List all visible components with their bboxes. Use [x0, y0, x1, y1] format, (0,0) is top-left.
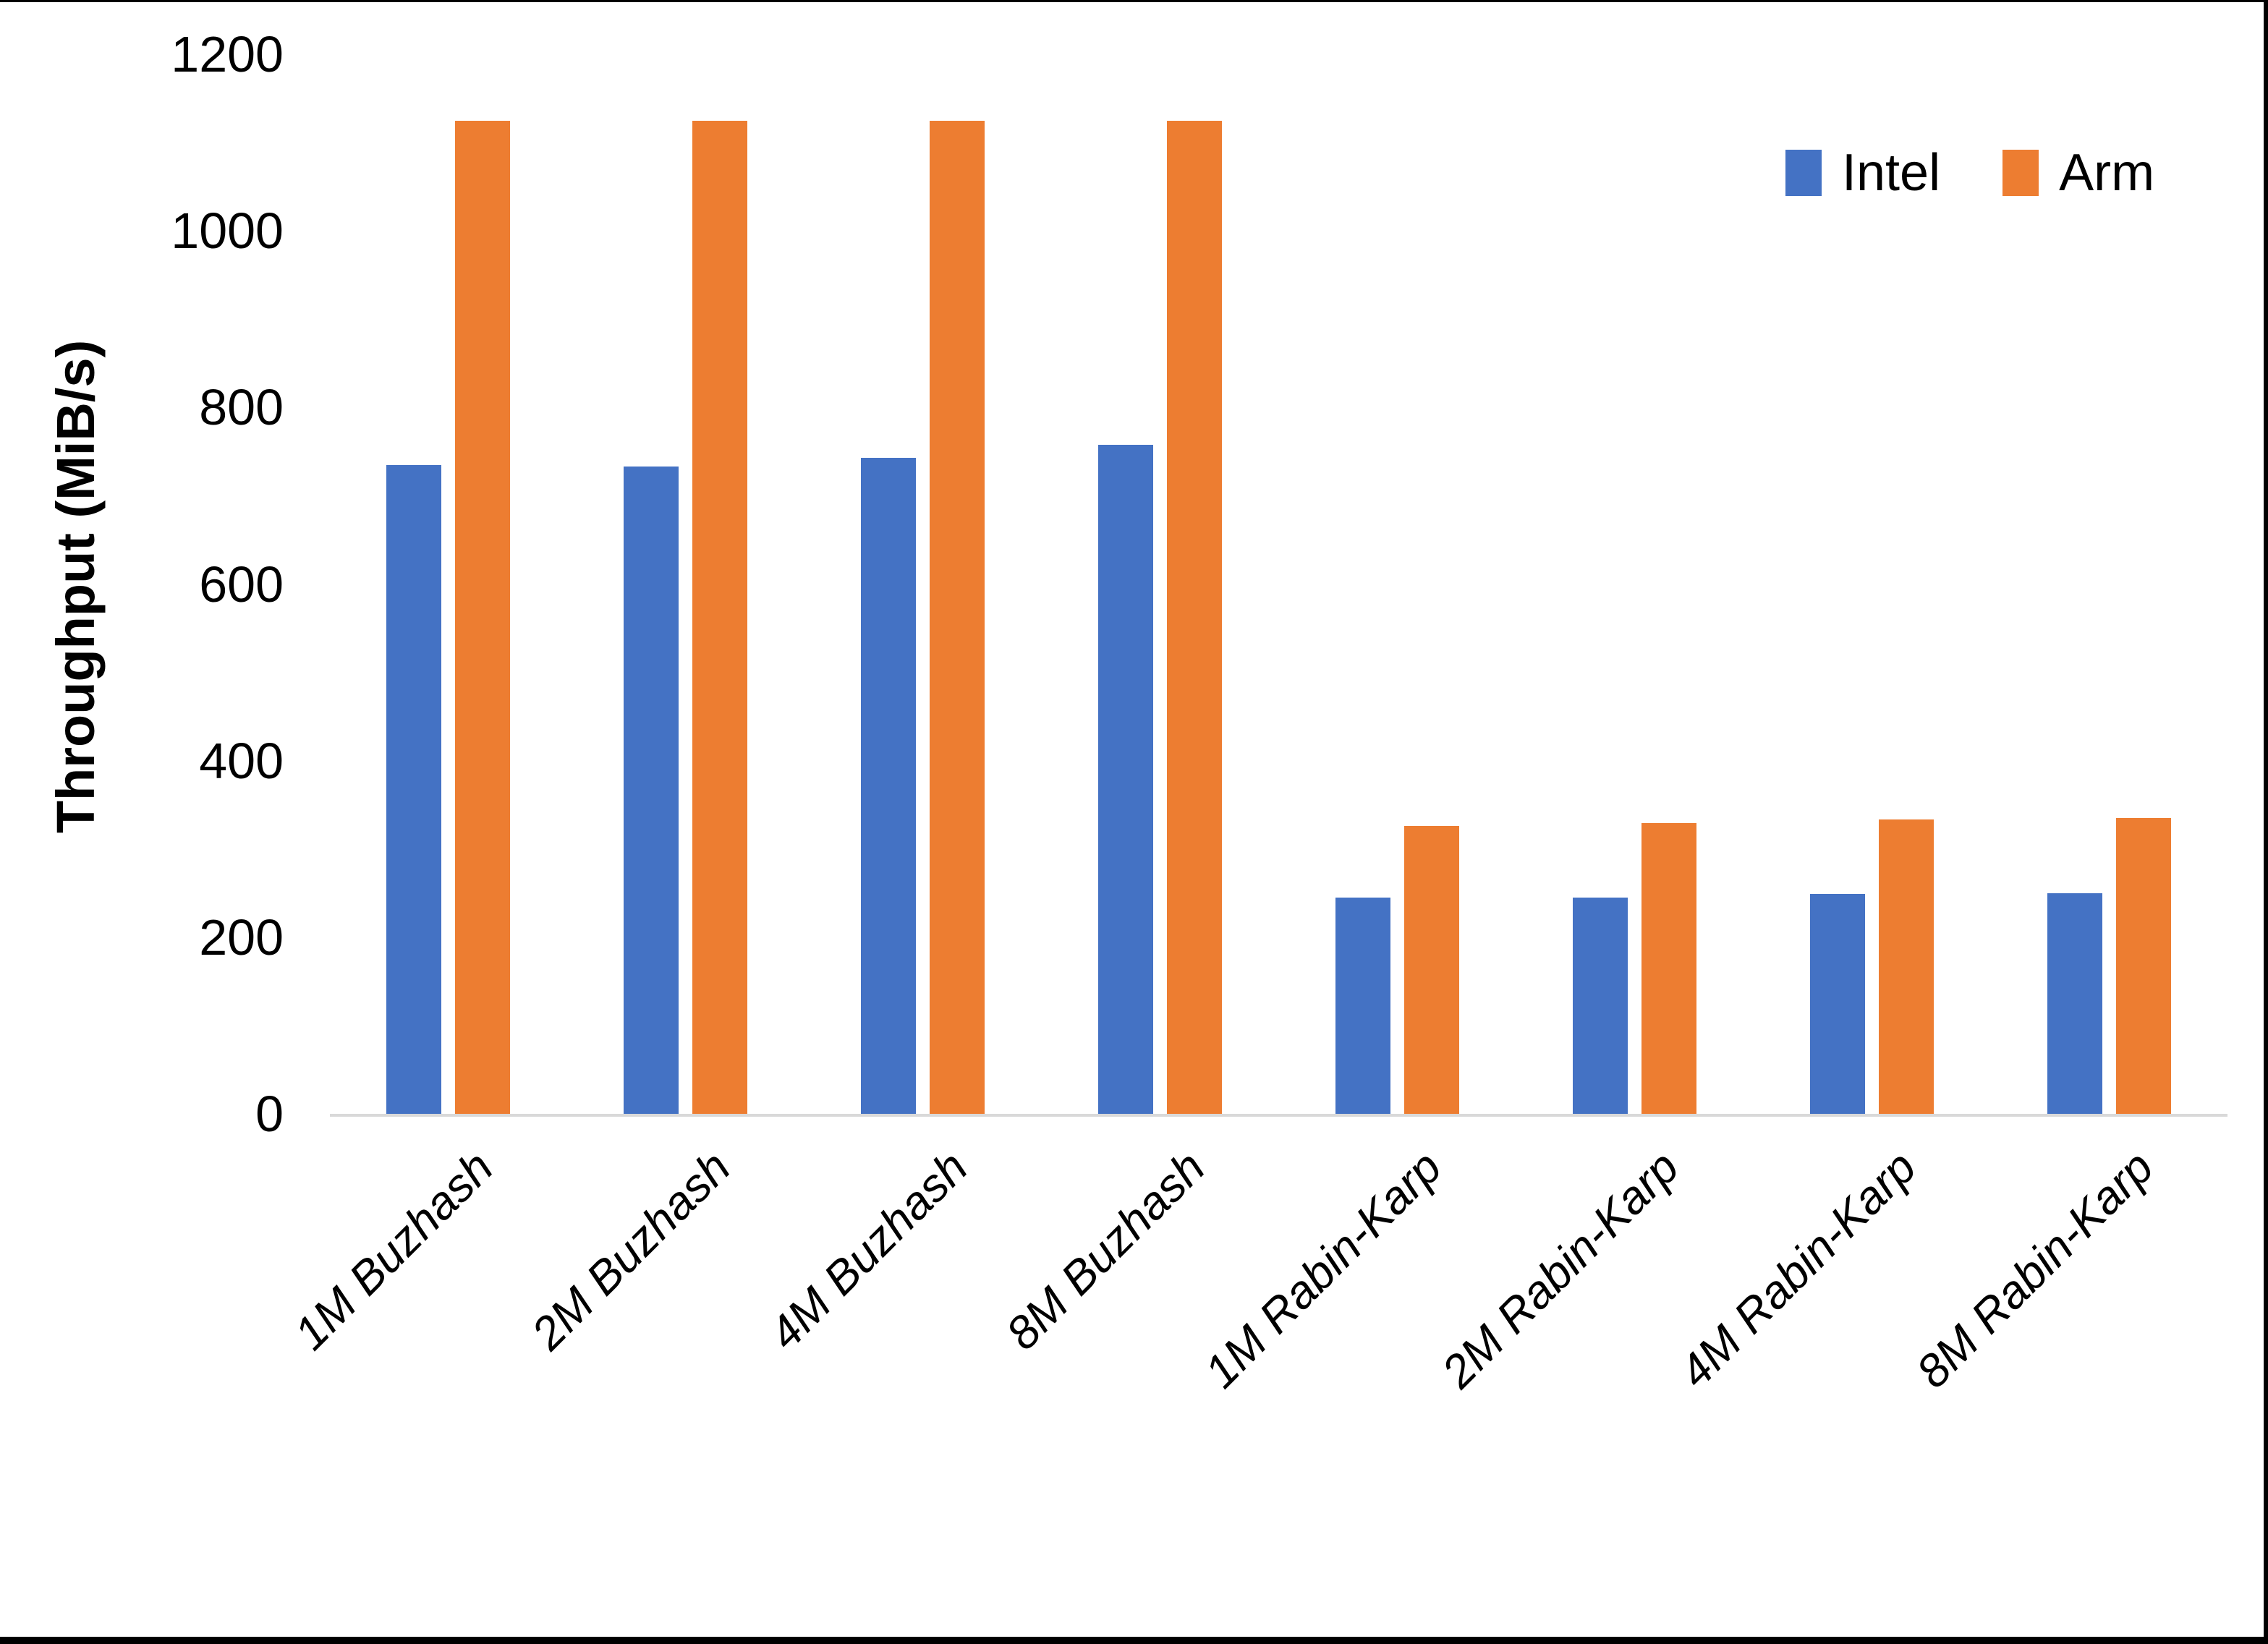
bar-arm-4	[1167, 121, 1222, 1114]
x-category-label: 4M Rabin-Karp	[1669, 1141, 1927, 1398]
y-tick-label: 400	[199, 732, 284, 789]
bar-intel-5	[1335, 898, 1390, 1114]
bar-intel-3	[861, 458, 916, 1114]
legend-label: Arm	[2059, 144, 2155, 202]
bar-arm-3	[930, 121, 985, 1114]
bar-intel-4	[1098, 445, 1153, 1114]
bar-intel-2	[624, 467, 679, 1114]
x-category-label: 8M Buzhash	[995, 1141, 1215, 1360]
x-category-label: 1M Buzhash	[284, 1141, 504, 1360]
bar-intel-8	[2047, 893, 2102, 1114]
bar-arm-5	[1404, 826, 1459, 1114]
x-category-label: 8M Rabin-Karp	[1906, 1141, 2164, 1398]
x-axis-line	[330, 1114, 2227, 1117]
screenshot-right-edge	[2264, 0, 2268, 1644]
x-category-label: 2M Rabin-Karp	[1432, 1141, 1689, 1398]
legend-label: Intel	[1842, 144, 1941, 202]
bar-intel-6	[1573, 898, 1628, 1114]
bar-arm-6	[1641, 823, 1696, 1114]
screenshot-bottom-edge	[0, 1637, 2268, 1644]
legend-item-intel: Intel	[1785, 147, 1940, 199]
legend-marker-intel	[1785, 150, 1822, 196]
screenshot-top-edge	[0, 0, 2268, 2]
x-category-label: 4M Buzhash	[758, 1141, 977, 1360]
bar-intel-7	[1810, 894, 1865, 1114]
bar-intel-1	[386, 465, 441, 1114]
x-category-label: 1M Rabin-Karp	[1194, 1141, 1452, 1398]
legend-marker-arm	[2002, 150, 2039, 196]
bar-arm-1	[455, 121, 510, 1114]
y-tick-label: 600	[199, 555, 284, 613]
y-tick-label: 800	[199, 379, 284, 436]
y-tick-label: 0	[255, 1086, 284, 1142]
bar-arm-8	[2116, 818, 2171, 1114]
bar-arm-7	[1879, 819, 1934, 1114]
bar-arm-2	[692, 121, 747, 1114]
y-tick-label: 1200	[171, 26, 284, 82]
legend: Intel Arm	[1785, 147, 2154, 199]
x-category-label: 2M Buzhash	[521, 1141, 741, 1360]
legend-item-arm: Arm	[2002, 147, 2154, 199]
y-tick-label: 200	[199, 908, 284, 966]
y-tick-label: 1000	[171, 203, 284, 260]
